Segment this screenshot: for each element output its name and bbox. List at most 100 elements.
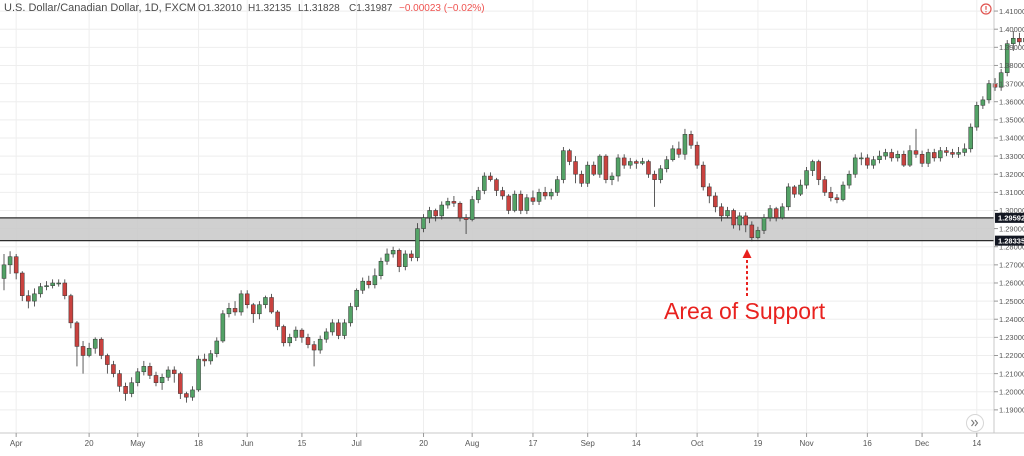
candle — [80, 340, 86, 374]
candle-body — [196, 358, 201, 391]
candle — [159, 373, 165, 390]
candle-body — [178, 373, 183, 394]
candle-body — [646, 161, 651, 175]
candle-body — [968, 126, 973, 150]
candle — [263, 295, 268, 309]
upper-price-tag-label: 1.29592 — [998, 213, 1024, 222]
candle — [852, 154, 858, 178]
price-tick-label: 1.41000 — [999, 7, 1024, 16]
candle-body — [475, 190, 481, 200]
candle-body — [834, 197, 840, 200]
price-tick-label: 1.24000 — [999, 315, 1024, 324]
candle-body — [99, 338, 104, 356]
candle — [506, 194, 511, 215]
candle-body — [779, 206, 785, 218]
candle — [38, 282, 43, 298]
candle — [366, 275, 372, 289]
candle — [956, 147, 961, 158]
candle-body — [311, 344, 317, 351]
candle — [50, 279, 55, 289]
candle — [415, 223, 420, 262]
candle — [68, 293, 74, 329]
close-value: C1.31987 — [349, 3, 393, 14]
candle — [968, 123, 973, 153]
time-tick-label: 16 — [863, 439, 872, 448]
candle — [755, 226, 761, 240]
candle — [615, 154, 621, 182]
candle — [627, 157, 633, 169]
candle — [883, 148, 888, 160]
candle — [591, 161, 597, 177]
candle — [779, 203, 785, 220]
candle-body — [232, 308, 238, 313]
candle — [439, 201, 445, 220]
candle — [165, 366, 171, 381]
candle-body — [445, 201, 451, 206]
candle — [427, 206, 432, 224]
candle-body — [433, 210, 438, 217]
candle — [171, 366, 177, 383]
candle — [396, 248, 402, 273]
candle — [62, 279, 68, 300]
price-tick-label: 1.30000 — [999, 206, 1024, 215]
candle — [931, 148, 937, 162]
price-tick-label: 1.32000 — [999, 170, 1024, 179]
candle — [773, 206, 779, 222]
candle — [822, 176, 828, 196]
candle — [907, 145, 913, 167]
candle — [275, 310, 280, 331]
candle-body — [786, 186, 791, 208]
candle-body — [7, 256, 13, 266]
price-tick-label: 1.27000 — [999, 261, 1024, 270]
time-tick-label: May — [130, 439, 145, 448]
candle-body — [202, 358, 207, 362]
candle — [141, 360, 147, 376]
time-tick-label: 14 — [972, 439, 981, 448]
candle-body — [548, 192, 554, 197]
alert-circle-icon[interactable] — [980, 3, 992, 15]
time-tick-label: Oct — [691, 439, 704, 448]
candle — [317, 335, 323, 354]
scroll-to-realtime-button[interactable] — [966, 414, 984, 432]
candle — [713, 192, 718, 213]
candle — [7, 251, 13, 274]
candle-body — [384, 253, 390, 262]
candle-body — [804, 170, 809, 186]
candle — [816, 159, 821, 186]
price-tick-label: 1.33000 — [999, 152, 1024, 161]
time-tick-label: Jul — [352, 439, 362, 448]
candle-body — [938, 150, 943, 159]
candle — [670, 145, 676, 162]
candle-body — [403, 253, 408, 267]
time-tick-label: Nov — [799, 439, 813, 448]
candle-body — [251, 304, 256, 315]
candle-body — [13, 256, 19, 274]
price-tick-label: 1.35000 — [999, 116, 1024, 125]
candle — [834, 194, 840, 204]
candle-body — [62, 282, 68, 296]
candle-body — [330, 322, 335, 333]
candle-body — [299, 329, 305, 338]
time-axis[interactable]: Apr 20 May 18 Jun 15 Jul 20 Aug 17 Sep 14 Oct 19 Nov 16… — [10, 433, 982, 448]
candle — [281, 324, 286, 347]
candle-body — [767, 208, 773, 218]
candle-body — [269, 297, 274, 313]
candle-body — [859, 157, 864, 160]
candle — [342, 319, 347, 340]
candle — [998, 69, 1004, 91]
candle — [761, 214, 767, 235]
price-axis[interactable]: 1.41000 1.40000 1.39000 1.38000 1.37000 1.360… — [994, 7, 1024, 415]
candle — [238, 290, 244, 316]
candle-body — [573, 161, 578, 175]
price-tick-label: 1.26000 — [999, 279, 1024, 288]
candle-body — [615, 157, 621, 177]
candle — [944, 147, 949, 157]
time-tick-label: Dec — [915, 439, 929, 448]
time-tick-label: 14 — [632, 439, 641, 448]
candle — [403, 250, 408, 271]
candle-body — [469, 199, 475, 220]
area-of-support-label: Area of Support — [664, 298, 826, 324]
upper-price-tag: 1.29592 — [995, 212, 1024, 223]
